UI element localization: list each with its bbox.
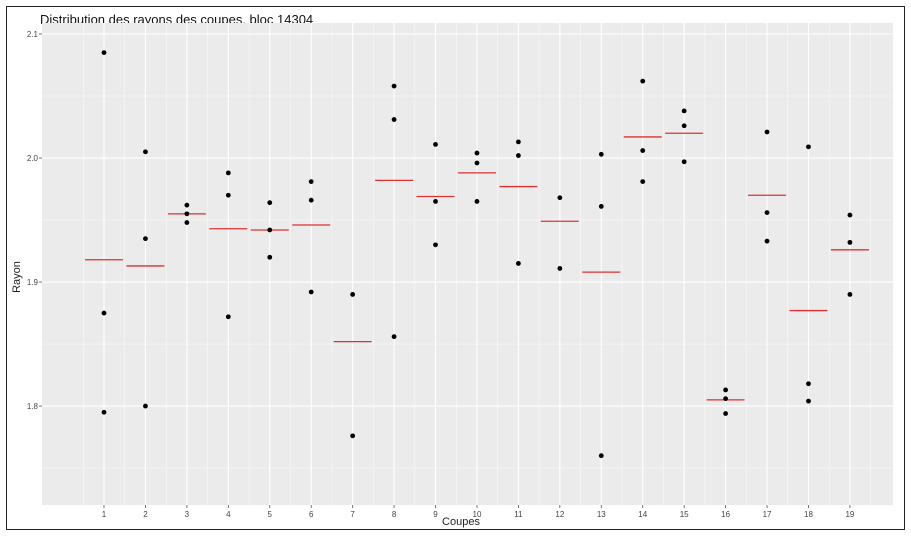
data-point-coupe-11 <box>516 261 521 266</box>
x-tick-label: 2 <box>143 510 148 519</box>
x-tick-label: 11 <box>514 510 523 519</box>
data-point-coupe-13 <box>598 453 604 459</box>
x-tick-label: 17 <box>763 510 772 519</box>
data-point-coupe-14 <box>640 78 646 84</box>
x-tick-label: 10 <box>473 510 482 519</box>
chart-svg: Distribution des rayons des coupes, bloc… <box>11 12 893 528</box>
x-tick-label: 14 <box>638 510 647 519</box>
data-point-coupe-3 <box>184 211 190 217</box>
data-point-coupe-5 <box>267 254 273 260</box>
data-point-coupe-1 <box>101 409 107 415</box>
data-point-coupe-13 <box>598 151 604 157</box>
x-tick-label: 1 <box>102 510 107 519</box>
data-point-coupe-2 <box>143 403 148 409</box>
data-point-coupe-17 <box>764 210 770 216</box>
data-point-coupe-7 <box>350 433 356 439</box>
x-tick-label: 5 <box>268 510 273 519</box>
data-point-coupe-3 <box>184 202 190 208</box>
x-tick-label: 16 <box>721 510 730 519</box>
plot-panel <box>42 23 893 505</box>
data-point-coupe-9 <box>433 242 438 248</box>
y-tick-label: 1.9 <box>27 278 39 287</box>
data-point-coupe-17 <box>764 238 770 244</box>
data-point-coupe-6 <box>308 197 314 203</box>
data-point-coupe-10 <box>474 150 480 156</box>
data-point-coupe-5 <box>267 227 273 233</box>
data-point-coupe-1 <box>101 310 107 316</box>
x-tick-label: 9 <box>433 510 438 519</box>
data-point-coupe-19 <box>847 292 853 297</box>
x-axis-title: Coupes <box>442 516 480 528</box>
data-point-coupe-15 <box>681 123 687 129</box>
data-point-coupe-8 <box>391 334 397 340</box>
y-tick-label: 2.0 <box>27 154 39 163</box>
data-point-coupe-19 <box>847 212 853 218</box>
y-tick-label: 1.8 <box>27 402 39 411</box>
data-point-coupe-18 <box>806 398 811 404</box>
data-point-coupe-2 <box>143 236 148 242</box>
data-point-coupe-8 <box>391 83 397 89</box>
data-point-coupe-2 <box>143 149 148 155</box>
data-point-coupe-12 <box>557 195 563 201</box>
data-points <box>101 50 853 459</box>
data-point-coupe-6 <box>308 179 314 184</box>
data-point-coupe-9 <box>433 141 438 147</box>
x-tick-label: 7 <box>350 510 355 519</box>
data-point-coupe-15 <box>681 159 687 165</box>
data-point-coupe-12 <box>557 266 563 271</box>
data-point-coupe-10 <box>474 199 480 204</box>
x-tick-label: 18 <box>804 510 813 519</box>
data-point-coupe-16 <box>723 387 728 393</box>
data-point-coupe-8 <box>391 117 397 122</box>
x-tick-label: 19 <box>845 510 854 519</box>
data-point-coupe-4 <box>225 192 231 198</box>
data-point-coupe-4 <box>225 170 231 176</box>
data-point-coupe-7 <box>350 292 356 297</box>
data-point-coupe-15 <box>681 108 687 114</box>
data-point-coupe-18 <box>806 144 811 150</box>
y-tick-label: 2.1 <box>27 30 39 39</box>
minor-gridlines <box>42 23 893 505</box>
data-point-coupe-11 <box>516 153 521 158</box>
data-point-coupe-3 <box>184 220 190 225</box>
data-point-coupe-9 <box>433 199 438 204</box>
x-tick-label: 13 <box>597 510 606 519</box>
data-point-coupe-6 <box>308 289 314 295</box>
x-tick-label: 8 <box>392 510 397 519</box>
x-tick-label: 15 <box>680 510 689 519</box>
chart-frame: Distribution des rayons des coupes, bloc… <box>6 6 905 530</box>
data-point-coupe-16 <box>723 411 728 416</box>
x-axis-ticks: 1 2 3 4 5 6 7 8 9 10 11 12 13 14 15 16 17 18 19 <box>102 505 855 519</box>
data-point-coupe-19 <box>847 239 853 245</box>
data-point-coupe-5 <box>267 200 273 206</box>
data-point-coupe-16 <box>723 396 728 402</box>
x-tick-label: 6 <box>309 510 314 519</box>
data-point-coupe-14 <box>640 179 646 184</box>
y-axis-title: Rayon <box>11 261 23 293</box>
data-point-coupe-1 <box>101 50 107 56</box>
x-tick-label: 4 <box>226 510 231 519</box>
x-tick-label: 3 <box>185 510 190 519</box>
data-point-coupe-4 <box>225 314 231 320</box>
data-point-coupe-18 <box>806 381 811 387</box>
data-point-coupe-11 <box>516 139 521 145</box>
major-gridlines <box>42 23 893 505</box>
x-tick-label: 12 <box>555 510 564 519</box>
data-point-coupe-17 <box>764 129 770 135</box>
data-point-coupe-14 <box>640 148 646 153</box>
data-point-coupe-10 <box>474 160 480 166</box>
y-axis-ticks: 1.8 1.9 2.0 2.1 <box>27 30 42 411</box>
data-point-coupe-13 <box>598 203 604 209</box>
